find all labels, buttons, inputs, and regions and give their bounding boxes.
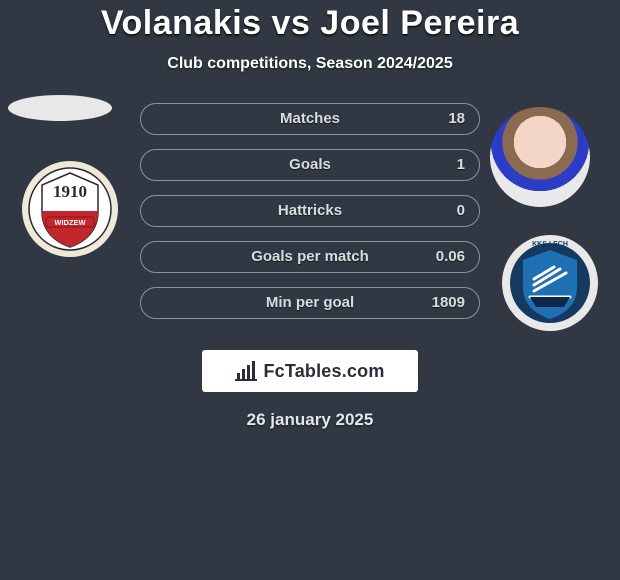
comparison-area: 1910 WIDZEW KKS LECH Matches 1 (0, 103, 620, 338)
page-title: Volanakis vs Joel Pereira (0, 0, 620, 43)
stat-row-hattricks: Hattricks 0 (140, 195, 480, 227)
stat-row-min-per-goal: Min per goal 1809 (140, 287, 480, 319)
stat-right-value: 1809 (432, 288, 465, 318)
stat-right-value: 18 (448, 104, 465, 134)
stat-right-value: 0.06 (436, 242, 465, 272)
brand-attribution: FcTables.com (202, 350, 418, 392)
player-right-avatar (490, 107, 590, 207)
player-left-avatar (8, 95, 112, 121)
stat-label: Min per goal (266, 288, 354, 318)
bar-chart-icon (235, 361, 257, 381)
stat-row-matches: Matches 18 (140, 103, 480, 135)
badge-left-year: 1910 (53, 182, 87, 201)
generated-date: 26 january 2025 (0, 410, 620, 430)
stat-row-goals: Goals 1 (140, 149, 480, 181)
stat-right-value: 1 (457, 150, 465, 180)
badge-right-name: KKS LECH (532, 241, 568, 248)
player-right-club-badge: KKS LECH (500, 233, 600, 333)
subtitle: Club competitions, Season 2024/2025 (0, 55, 620, 73)
stat-row-goals-per-match: Goals per match 0.06 (140, 241, 480, 273)
stat-label: Matches (280, 104, 340, 134)
stat-label: Goals per match (251, 242, 369, 272)
stat-label: Hattricks (278, 196, 342, 226)
brand-text: FcTables.com (263, 361, 384, 382)
stat-label: Goals (289, 150, 331, 180)
badge-left-name: WIDZEW (54, 218, 86, 227)
stat-right-value: 0 (457, 196, 465, 226)
stats-table: Matches 18 Goals 1 Hattricks 0 Goals per… (140, 103, 480, 333)
player-left-club-badge: 1910 WIDZEW (20, 159, 120, 259)
